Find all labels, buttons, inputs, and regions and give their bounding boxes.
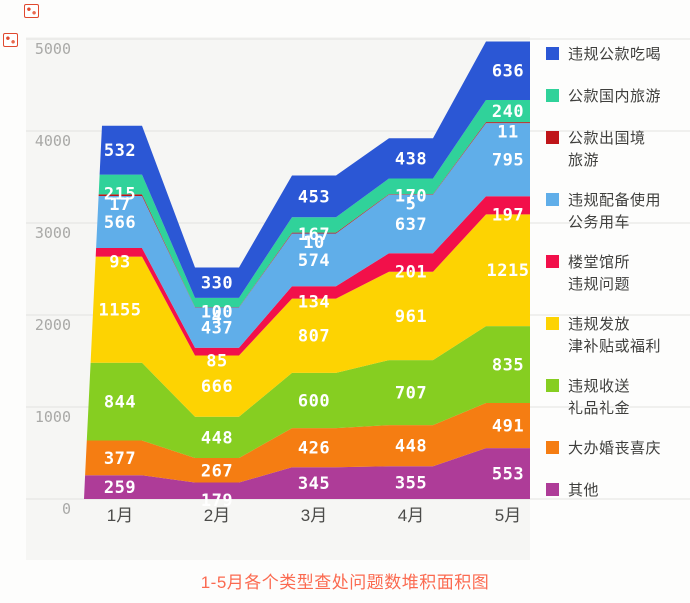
area-value-label: 330 bbox=[201, 274, 233, 294]
area-value-label: 100 bbox=[201, 302, 233, 322]
x-axis-tick-label: 1月 bbox=[107, 506, 133, 525]
y-axis-tick-label: 3000 bbox=[35, 224, 71, 242]
area-value-label: 170 bbox=[395, 186, 427, 206]
area-value-label: 377 bbox=[104, 449, 136, 469]
area-value-label: 11 bbox=[497, 123, 518, 143]
area-layer bbox=[95, 196, 530, 356]
area-value-label: 355 bbox=[395, 474, 427, 494]
area-value-label: 4 bbox=[212, 307, 223, 327]
chart-caption: 1-5月各个类型查处问题数堆积面积图 bbox=[200, 573, 490, 592]
area-value-label: 426 bbox=[298, 439, 330, 459]
area-value-label: 240 bbox=[492, 102, 524, 122]
x-axis-tick-label: 4月 bbox=[398, 506, 424, 525]
stacked-area-chart: 0 1000 2000 3000 4000 5000 259 179 345 355 553 377 2… bbox=[26, 38, 690, 525]
area-value-label: 574 bbox=[298, 251, 330, 271]
area-value-label: 844 bbox=[104, 393, 136, 413]
area-value-label: 179 bbox=[201, 491, 233, 511]
area-value-label: 267 bbox=[201, 461, 233, 481]
area-value-label: 666 bbox=[201, 377, 233, 397]
area-value-label: 1215 bbox=[487, 261, 530, 281]
area-layer bbox=[98, 100, 530, 308]
area-value-label: 438 bbox=[395, 149, 427, 169]
area-value-label: 961 bbox=[395, 307, 427, 327]
area-layer bbox=[86, 326, 531, 458]
area-value-label: 17 bbox=[109, 195, 130, 215]
area-layer bbox=[84, 448, 530, 499]
area-layer bbox=[90, 214, 530, 417]
area-value-label: 448 bbox=[395, 437, 427, 457]
y-axis-tick-label: 5000 bbox=[35, 40, 71, 58]
area-value-label: 134 bbox=[298, 292, 330, 312]
area-layer bbox=[99, 41, 530, 298]
area-value-label: 532 bbox=[104, 141, 136, 161]
area-value-label: 707 bbox=[395, 384, 427, 404]
area-value-label: 491 bbox=[492, 417, 524, 437]
y-axis-tick-label: 0 bbox=[62, 500, 71, 518]
area-value-label: 566 bbox=[104, 213, 136, 233]
y-axis-tick-label: 1000 bbox=[35, 408, 71, 426]
area-value-label: 93 bbox=[109, 252, 130, 272]
x-axis-tick-label: 5月 bbox=[495, 506, 521, 525]
broken-image-icon bbox=[3, 33, 18, 47]
area-value-label: 197 bbox=[492, 205, 524, 225]
broken-image-icon bbox=[24, 4, 39, 18]
y-axis-tick-label: 2000 bbox=[35, 316, 71, 334]
x-axis-tick-label: 3月 bbox=[301, 506, 327, 525]
area-value-label: 85 bbox=[206, 352, 227, 372]
area-value-label: 448 bbox=[201, 428, 233, 448]
area-value-label: 636 bbox=[492, 62, 524, 82]
area-value-label: 1155 bbox=[99, 301, 142, 321]
area-value-label: 807 bbox=[298, 327, 330, 347]
area-value-label: 167 bbox=[298, 225, 330, 245]
area-value-label: 553 bbox=[492, 465, 524, 485]
area-value-label: 10 bbox=[303, 233, 324, 253]
area-value-label: 5 bbox=[406, 194, 417, 214]
area-value-label: 345 bbox=[298, 474, 330, 494]
area-value-label: 600 bbox=[298, 391, 330, 411]
area-value-label: 795 bbox=[492, 151, 524, 171]
area-value-label: 215 bbox=[104, 184, 136, 204]
area-value-label: 201 bbox=[395, 262, 427, 282]
area-layer bbox=[85, 403, 530, 483]
area-value-label: 453 bbox=[298, 187, 330, 207]
x-axis-tick-label: 2月 bbox=[204, 506, 230, 525]
area-value-label: 637 bbox=[395, 215, 427, 235]
area-value-label: 437 bbox=[201, 319, 233, 339]
area-layer bbox=[96, 123, 530, 348]
y-axis-tick-label: 4000 bbox=[35, 132, 71, 150]
area-value-label: 259 bbox=[104, 478, 136, 498]
area-value-label: 835 bbox=[492, 356, 524, 376]
